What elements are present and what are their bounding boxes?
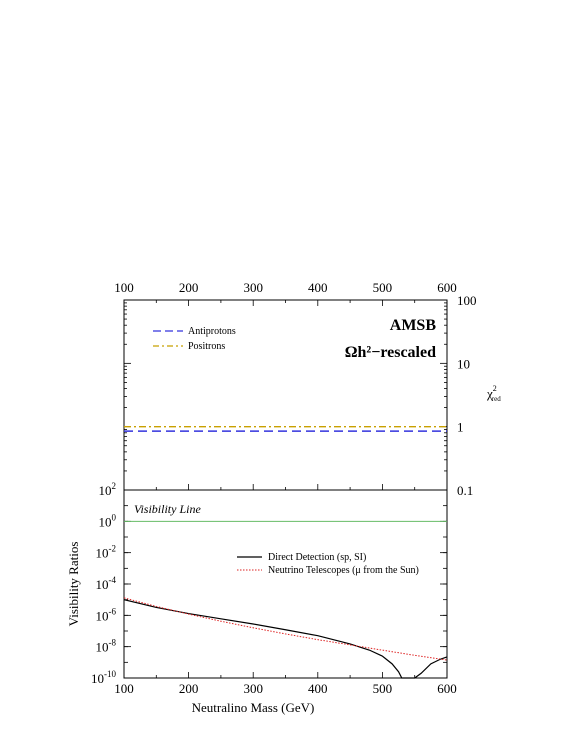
- bottom-series-line: [123, 597, 448, 661]
- bottom-y-tick-label: 10-10: [91, 669, 116, 686]
- y-axis-label: Visibility Ratios: [66, 542, 81, 627]
- tick-exponent: -6: [109, 606, 117, 616]
- y-right-tick-label: 1: [457, 420, 464, 435]
- tick-base: 10: [96, 608, 109, 623]
- bottom-x-ticks: 100 200 300 400 500 600: [114, 672, 457, 696]
- legend-label-neutrino-telescopes: Neutrino Telescopes (μ from the Sun): [268, 565, 419, 576]
- annotation-amsb: AMSB: [390, 317, 437, 334]
- top-series: [124, 425, 447, 432]
- bottom-y-tick-label: 10-4: [96, 575, 117, 592]
- y-right-label-main: χ: [486, 386, 493, 401]
- tick-base: 10: [96, 640, 109, 655]
- top-x-ticks: 100 200 300 400 500 600: [114, 280, 457, 490]
- bottom-y-tick-label: 102: [99, 481, 117, 498]
- tick-base: 10: [99, 514, 112, 529]
- top-x-tick-label: 200: [179, 280, 199, 295]
- top-y-ticks: 100 10 1 0.1: [124, 293, 477, 498]
- legend-label-positrons: Positrons: [188, 341, 225, 352]
- top-x-tick-label: 500: [373, 280, 393, 295]
- tick-exponent: -8: [109, 638, 117, 648]
- bottom-series-line: [123, 599, 448, 679]
- tick-base: 10: [96, 546, 109, 561]
- bottom-panel: 100 200 300 400 500 600 10210010-210-410-610-…: [66, 481, 457, 715]
- y-right-axis-label: χ2 red: [486, 384, 501, 403]
- tick-base: 10: [99, 483, 112, 498]
- bottom-panel-frame: [123, 489, 448, 679]
- x-axis-label: Neutralino Mass (GeV): [192, 700, 315, 715]
- tick-exponent: 0: [112, 512, 117, 522]
- legend-label-antiprotons: Antiprotons: [188, 326, 236, 337]
- legend-label-direct-detection: Direct Detection (sp, SI): [268, 552, 366, 563]
- visibility-line-label: Visibility Line: [134, 502, 201, 516]
- y-right-tick-label: 0.1: [457, 483, 473, 498]
- top-x-tick-label: 100: [114, 280, 134, 295]
- top-x-tick-label: 300: [243, 280, 263, 295]
- y-right-tick-label: 10: [457, 356, 470, 371]
- bottom-x-tick-label: 300: [243, 681, 263, 696]
- top-x-tick-label: 600: [437, 280, 457, 295]
- top-panel: 100 200 300 400 500 600 100 10 1 0.1 Antiprotons…: [114, 280, 501, 498]
- tick-exponent: 2: [112, 481, 117, 491]
- bottom-series: [123, 597, 448, 679]
- bottom-legend: Direct Detection (sp, SI) Neutrino Teles…: [237, 552, 419, 576]
- top-x-tick-label: 400: [308, 280, 328, 295]
- tick-base: 10: [91, 671, 104, 686]
- bottom-y-tick-label: 100: [99, 512, 117, 529]
- top-legend: Antiprotons Positrons: [153, 326, 236, 352]
- tick-exponent: -10: [104, 669, 116, 679]
- y-right-label-sup: 2: [493, 384, 497, 393]
- y-right-tick-label: 100: [457, 293, 477, 308]
- bottom-x-tick-label: 400: [308, 681, 328, 696]
- bottom-y-tick-label: 10-2: [96, 544, 117, 561]
- bottom-x-tick-label: 600: [437, 681, 457, 696]
- tick-exponent: -4: [109, 575, 117, 585]
- bottom-y-tick-label: 10-8: [96, 638, 117, 655]
- y-right-label-sub: red: [492, 395, 501, 403]
- bottom-x-tick-label: 500: [373, 681, 393, 696]
- bottom-y-tick-label: 10-6: [96, 606, 117, 623]
- tick-exponent: -2: [109, 544, 117, 554]
- annotation-rescaled: Ωh²−rescaled: [345, 344, 436, 361]
- bottom-x-tick-label: 100: [114, 681, 134, 696]
- tick-base: 10: [96, 577, 109, 592]
- bottom-x-tick-label: 200: [179, 681, 199, 696]
